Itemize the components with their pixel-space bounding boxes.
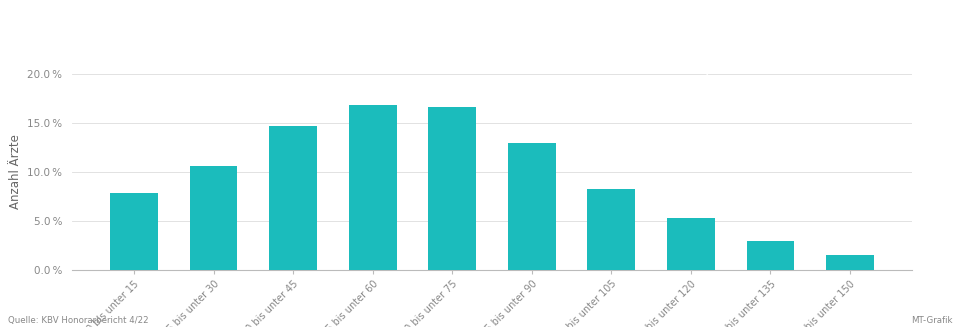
Text: Mittelwert: Mittelwert	[685, 112, 746, 125]
Text: 62.654: 62.654	[876, 112, 918, 125]
Text: MT-Grafik: MT-Grafik	[911, 316, 952, 325]
Text: Median: Median	[685, 88, 729, 101]
Bar	[827, 255, 874, 270]
Text: Quelle: KBV Honorarbericht 4/22: Quelle: KBV Honorarbericht 4/22	[8, 316, 148, 325]
Bar	[110, 193, 157, 270]
Bar	[190, 166, 237, 270]
Text: 3. Quartal: 3. Quartal	[685, 136, 745, 149]
Bar	[428, 107, 476, 270]
Text: Honorarumsatz je Arzt in Euro 4. Quartal 2022: Honorarumsatz je Arzt in Euro 4. Quartal…	[10, 19, 430, 34]
Y-axis label: Anzahl Ärzte: Anzahl Ärzte	[9, 134, 21, 209]
Bar	[747, 241, 794, 270]
Bar	[348, 105, 396, 270]
Text: 1. Quartal: 1. Quartal	[685, 63, 745, 77]
Text: 83.469: 83.469	[877, 136, 918, 149]
Bar	[588, 189, 636, 270]
Bar	[667, 218, 715, 270]
Bar	[508, 143, 556, 270]
Bar	[269, 126, 317, 270]
Text: 59.674: 59.674	[876, 88, 918, 101]
Text: 36.605: 36.605	[877, 63, 918, 77]
